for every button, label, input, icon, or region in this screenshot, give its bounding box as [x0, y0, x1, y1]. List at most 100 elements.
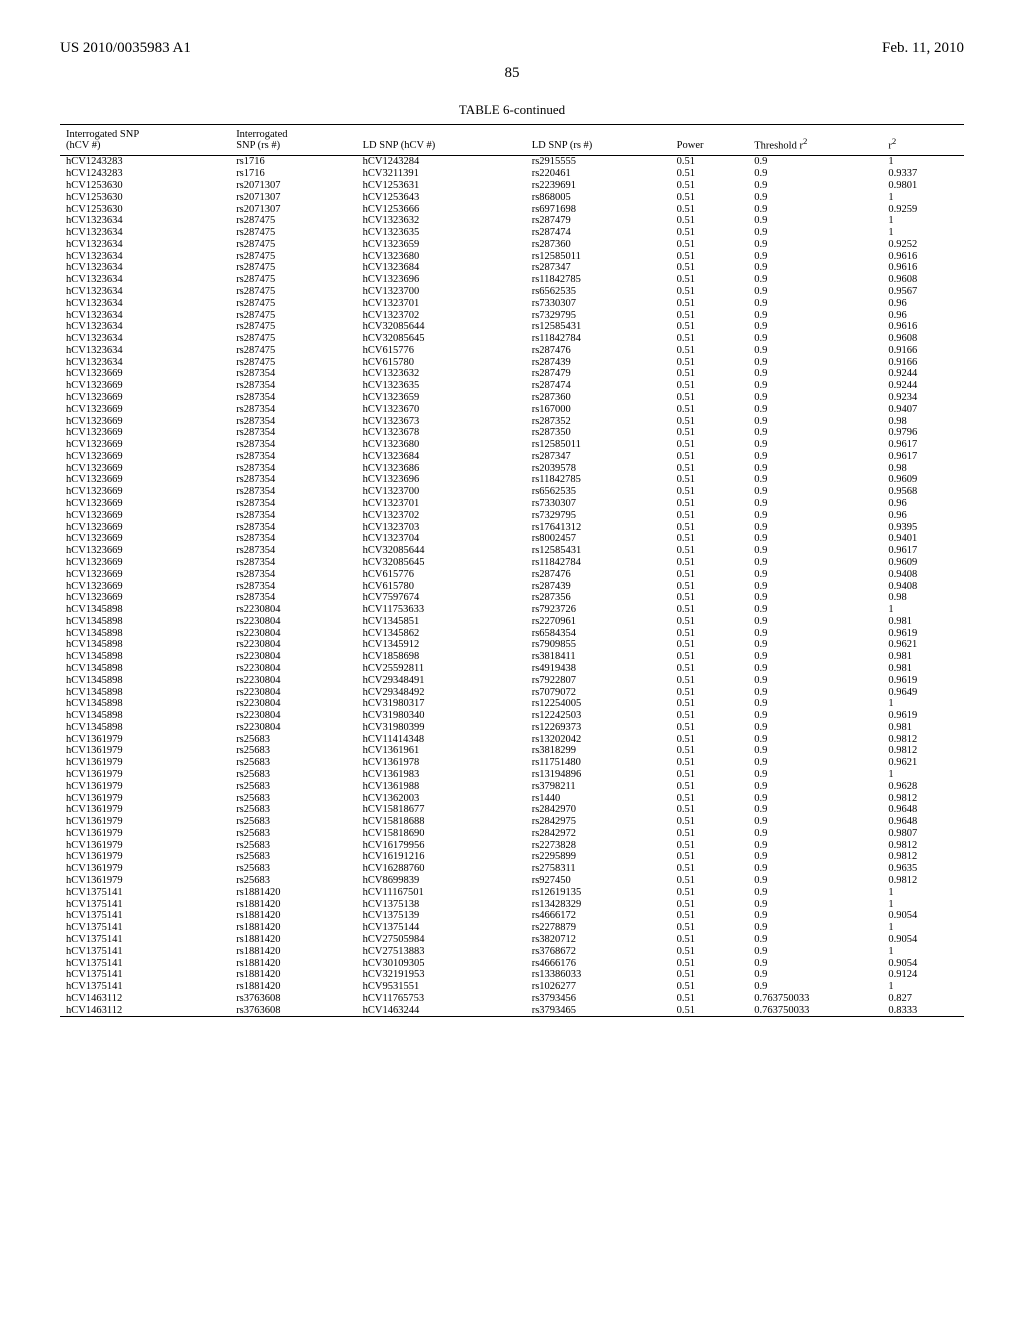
table-cell: hCV1323686 [357, 462, 526, 474]
table-cell: 0.9 [748, 957, 882, 969]
table-cell: 0.9 [748, 922, 882, 934]
table-cell: 0.981 [882, 615, 964, 627]
table-cell: 0.763750033 [748, 1004, 882, 1016]
table-cell: rs2758311 [526, 863, 671, 875]
table-cell: rs2295899 [526, 851, 671, 863]
table-cell: 0.9 [748, 627, 882, 639]
table-cell: rs6584354 [526, 627, 671, 639]
table-cell: rs287356 [526, 592, 671, 604]
table-row: hCV1323669rs287354hCV1323684rs2873470.51… [60, 451, 964, 463]
table-cell: 0.9234 [882, 392, 964, 404]
table-cell: rs2915555 [526, 156, 671, 168]
table-cell: 0.51 [671, 828, 749, 840]
table-cell: rs25683 [230, 745, 356, 757]
table-cell: hCV1323634 [60, 356, 230, 368]
table-cell: hCV1323669 [60, 392, 230, 404]
table-cell: 0.9 [748, 427, 882, 439]
table-cell: 0.9617 [882, 439, 964, 451]
table-cell: 0.9619 [882, 710, 964, 722]
table-cell: hCV1361978 [357, 757, 526, 769]
table-row: hCV1361979rs25683hCV15818688rs28429750.5… [60, 816, 964, 828]
table-cell: 0.51 [671, 403, 749, 415]
table-cell: rs287476 [526, 345, 671, 357]
table-cell: rs11842784 [526, 333, 671, 345]
table-cell: 0.96 [882, 309, 964, 321]
table-cell: 0.9812 [882, 851, 964, 863]
table-row: hCV1323634rs287475hCV32085644rs125854310… [60, 321, 964, 333]
table-cell: rs287354 [230, 592, 356, 604]
table-cell: hCV1323696 [357, 274, 526, 286]
table-cell: rs2230804 [230, 651, 356, 663]
table-cell: 0.51 [671, 392, 749, 404]
table-cell: 0.9 [748, 981, 882, 993]
table-cell: 0.51 [671, 922, 749, 934]
table-cell: 1 [882, 156, 964, 168]
table-cell: 0.9 [748, 745, 882, 757]
table-cell: rs1881420 [230, 969, 356, 981]
table-cell: 0.96 [882, 297, 964, 309]
table-cell: rs2842972 [526, 828, 671, 840]
table-cell: 0.9567 [882, 286, 964, 298]
table-cell: hCV1375141 [60, 981, 230, 993]
table-cell: 0.9619 [882, 674, 964, 686]
table-cell: 0.9 [748, 557, 882, 569]
table-cell: hCV1323669 [60, 509, 230, 521]
table-cell: hCV1323670 [357, 403, 526, 415]
table-cell: hCV1323669 [60, 427, 230, 439]
table-cell: 0.51 [671, 509, 749, 521]
table-cell: 0.9 [748, 757, 882, 769]
table-cell: hCV1361979 [60, 733, 230, 745]
table-cell: 0.981 [882, 722, 964, 734]
table-cell: 0.9 [748, 203, 882, 215]
table-cell: 0.51 [671, 498, 749, 510]
table-cell: rs2230804 [230, 674, 356, 686]
table-cell: hCV1361983 [357, 769, 526, 781]
table-cell: rs287354 [230, 533, 356, 545]
table-cell: 0.51 [671, 462, 749, 474]
table-cell: 0.9635 [882, 863, 964, 875]
table-cell: rs25683 [230, 733, 356, 745]
table-cell: rs1716 [230, 156, 356, 168]
table-cell: rs25683 [230, 828, 356, 840]
table-cell: 0.51 [671, 180, 749, 192]
table-cell: hCV1323635 [357, 380, 526, 392]
table-cell: hCV1323680 [357, 439, 526, 451]
table-cell: rs287354 [230, 521, 356, 533]
table-cell: 0.9 [748, 356, 882, 368]
table-cell: 0.51 [671, 486, 749, 498]
table-cell: 0.9 [748, 851, 882, 863]
table-cell: 0.9 [748, 769, 882, 781]
table-cell: rs7329795 [526, 509, 671, 521]
table-cell: hCV1253630 [60, 203, 230, 215]
table-cell: hCV1253666 [357, 203, 526, 215]
table-cell: hCV1253630 [60, 180, 230, 192]
table-cell: rs287354 [230, 462, 356, 474]
table-row: hCV1323634rs287475hCV32085645rs118427840… [60, 333, 964, 345]
table-cell: 0.9 [748, 345, 882, 357]
table-cell: 0.9621 [882, 639, 964, 651]
table-cell: hCV1323700 [357, 486, 526, 498]
table-cell: 0.9407 [882, 403, 964, 415]
table-cell: 0.51 [671, 356, 749, 368]
table-cell: rs2270961 [526, 615, 671, 627]
table-cell: hCV1253643 [357, 191, 526, 203]
table-cell: hCV1323669 [60, 545, 230, 557]
table-cell: rs3793456 [526, 992, 671, 1004]
table-cell: hCV1323669 [60, 403, 230, 415]
table-cell: 0.51 [671, 286, 749, 298]
table-cell: 0.51 [671, 333, 749, 345]
table-cell: rs2071307 [230, 203, 356, 215]
table-cell: hCV1361979 [60, 792, 230, 804]
table-row: hCV1253630rs2071307hCV1253631rs22396910.… [60, 180, 964, 192]
table-cell: 0.9 [748, 568, 882, 580]
table-cell: hCV11765753 [357, 992, 526, 1004]
table-cell: hCV3211391 [357, 168, 526, 180]
table-cell: 0.51 [671, 981, 749, 993]
table-cell: hCV32085644 [357, 545, 526, 557]
table-cell: 0.9408 [882, 568, 964, 580]
table-cell: hCV1375141 [60, 898, 230, 910]
table-cell: 0.9608 [882, 274, 964, 286]
table-cell: 0.9616 [882, 262, 964, 274]
table-cell: hCV1323634 [60, 321, 230, 333]
table-cell: 0.9 [748, 934, 882, 946]
